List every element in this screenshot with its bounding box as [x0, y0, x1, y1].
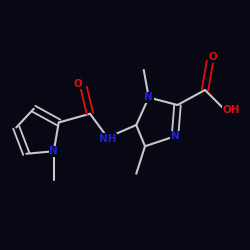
- Text: NH: NH: [99, 134, 116, 144]
- Text: O: O: [208, 52, 217, 62]
- Text: N: N: [170, 131, 179, 141]
- Text: O: O: [73, 79, 82, 89]
- Text: N: N: [144, 92, 153, 102]
- Text: N: N: [50, 146, 58, 156]
- Text: OH: OH: [222, 105, 240, 115]
